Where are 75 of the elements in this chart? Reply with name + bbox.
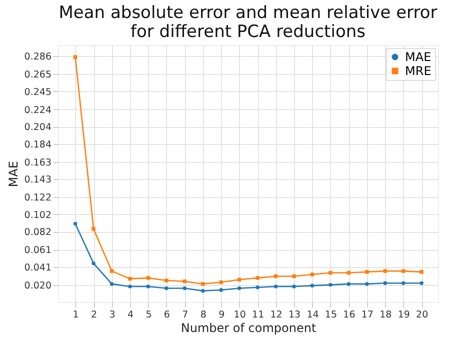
x-tick-label: 1 (72, 310, 79, 320)
point (383, 269, 388, 273)
point (310, 284, 314, 288)
x-tick-label: 20 (416, 310, 428, 320)
point (92, 261, 96, 266)
point (219, 288, 223, 292)
y-tick-label: 0.143 (24, 174, 52, 186)
y-tick-label: 0.020 (24, 280, 52, 292)
x-tick-label: 19 (398, 310, 410, 320)
x-tick-label: 6 (164, 310, 170, 320)
x-tick-label: 9 (218, 310, 225, 320)
x-tick-label: 12 (270, 310, 282, 320)
point (182, 286, 187, 290)
point (128, 276, 132, 281)
x-tick-label: 8 (200, 310, 206, 320)
x-tick-label: 5 (146, 310, 152, 320)
x-tick-label: 16 (343, 310, 356, 320)
point (73, 55, 78, 59)
point (420, 281, 424, 285)
point (237, 286, 242, 290)
point (328, 282, 332, 287)
x-axis-title: Number of component (180, 321, 316, 335)
point (164, 286, 168, 290)
point (292, 274, 296, 278)
y-tick-label: 0.224 (24, 104, 52, 116)
point (274, 284, 278, 288)
x-tick-label: 4 (127, 310, 134, 320)
y-tick-label: 0.184 (24, 139, 52, 150)
y-tick-label: 0.082 (24, 227, 52, 238)
y-tick-label: 0.245 (24, 86, 52, 98)
chart-title: Mean absolute error and mean relative error for different PCA reductions (58, 3, 438, 42)
point (201, 282, 205, 286)
point (365, 282, 369, 286)
x-tick-label: 3 (109, 310, 116, 320)
x-tick-label: 11 (252, 310, 264, 320)
x-tick-label: 18 (380, 310, 392, 320)
y-tick-label: 0.102 (24, 210, 52, 221)
point (128, 284, 132, 288)
x-tick-label: 14 (306, 310, 319, 320)
y-tick-label: 0.122 (24, 192, 52, 204)
point (110, 282, 114, 286)
point (420, 270, 424, 274)
y-tick-label: 0.163 (24, 157, 52, 168)
point (402, 269, 406, 273)
point (256, 286, 260, 290)
point (92, 227, 96, 231)
point (256, 276, 260, 280)
point (328, 270, 332, 275)
legend-label: MAE (405, 50, 432, 64)
point (383, 281, 388, 285)
point (110, 269, 114, 273)
point (146, 276, 150, 280)
y-tick-label: 0.041 (24, 262, 52, 274)
point (219, 280, 223, 284)
point (201, 288, 205, 293)
point (346, 282, 351, 286)
y-tick-label: 0.204 (24, 122, 52, 134)
x-tick-label: 17 (361, 310, 374, 320)
x-tick-label: 15 (324, 310, 338, 320)
x-tick-label: 2 (91, 310, 98, 320)
x-tick-label: 13 (288, 310, 301, 320)
point (365, 270, 369, 274)
y-axis-title: MAE (6, 160, 20, 188)
point (73, 222, 78, 226)
x-tick-label: 10 (234, 310, 246, 320)
point (402, 281, 406, 285)
x-tick-label: 7 (182, 310, 188, 320)
y-tick-label: 0.265 (24, 70, 52, 81)
legend-label: MRE (405, 64, 432, 78)
point (146, 284, 150, 288)
y-tick-label: 0.061 (24, 245, 52, 256)
y-tick-label: 0.286 (24, 52, 52, 63)
point (164, 278, 168, 282)
point (310, 272, 314, 276)
point (292, 284, 296, 288)
